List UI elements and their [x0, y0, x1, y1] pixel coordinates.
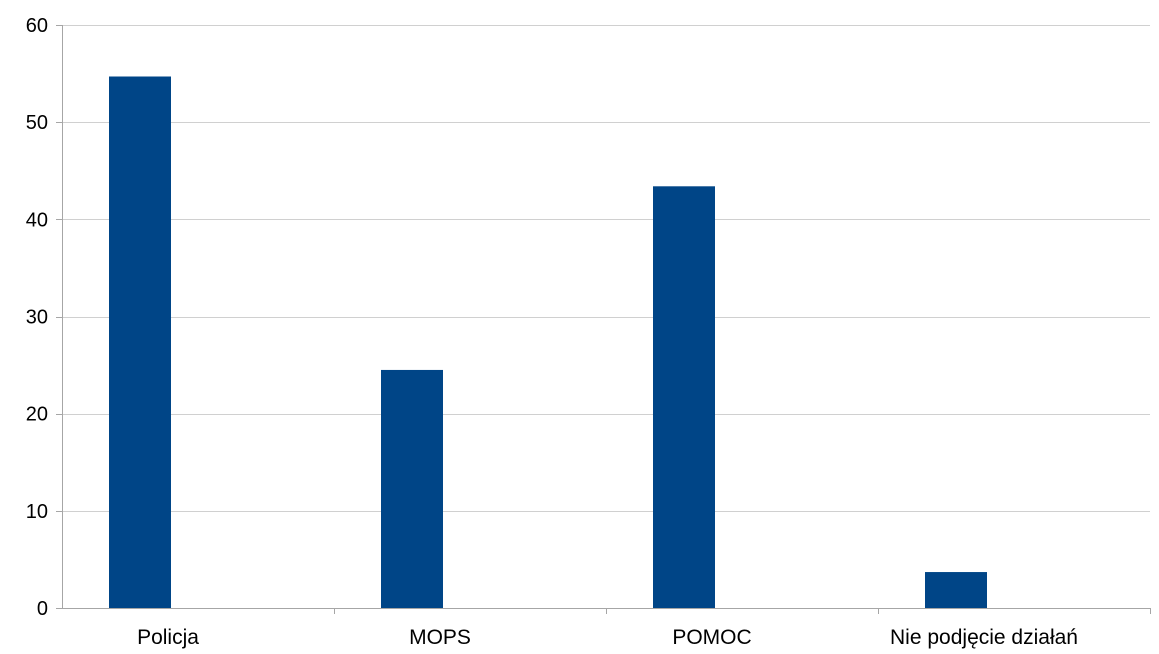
axes [56, 25, 1151, 614]
bars [109, 76, 987, 608]
x-category-label: Nie podjęcie działań [890, 626, 1078, 649]
y-tick-label: 10 [26, 501, 48, 523]
y-tick-label: 30 [26, 307, 48, 329]
y-tick-label: 0 [37, 598, 48, 620]
bar-0 [109, 76, 171, 608]
y-tick-label: 60 [26, 15, 48, 37]
y-tick-label: 40 [26, 209, 48, 231]
x-category-label: POMOC [672, 626, 751, 649]
bar-2 [653, 186, 715, 608]
bar-1 [381, 369, 443, 608]
bar-3 [925, 572, 987, 608]
x-category-label: MOPS [409, 626, 471, 649]
x-category-label: Policja [137, 626, 199, 649]
gridlines [62, 25, 1150, 512]
y-tick-label: 50 [26, 112, 48, 134]
y-tick-label: 20 [26, 404, 48, 426]
x-category-labels: Policja MOPS POMOC Nie podjęcie działań [137, 626, 1078, 649]
y-tick-labels: 0 10 20 30 40 50 60 [26, 15, 48, 620]
